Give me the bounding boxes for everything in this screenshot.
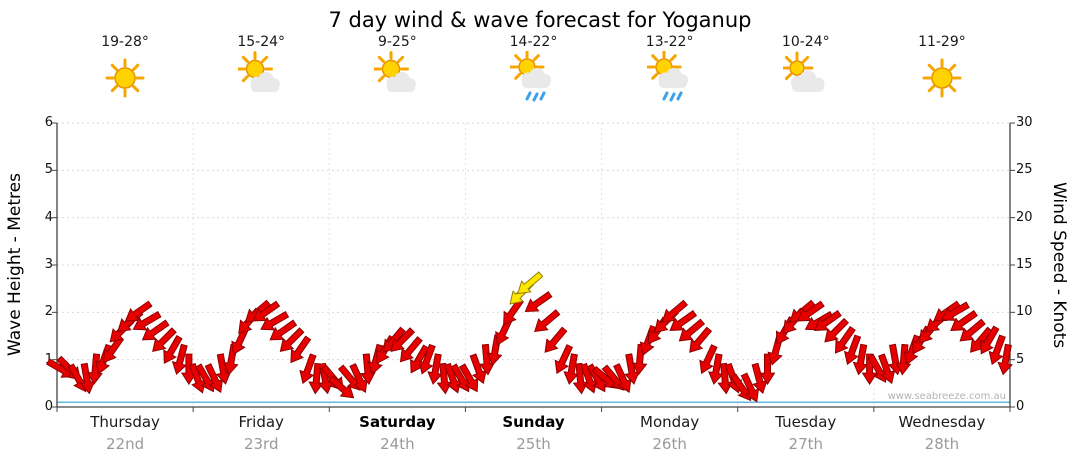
day-label-cell: Wednesday 28th	[874, 413, 1010, 453]
sunny-icon	[922, 58, 962, 98]
wind-arrow	[418, 343, 436, 375]
right-tick-label: 30	[1016, 115, 1033, 130]
day-date: 26th	[652, 435, 687, 453]
wind-arrow	[260, 311, 290, 331]
right-tick-label: 20	[1016, 209, 1033, 225]
wind-arrow	[290, 335, 312, 364]
temperature-range: 14-22°	[509, 34, 558, 50]
day-name: Sunday	[502, 413, 565, 431]
wind-arrow	[959, 318, 986, 342]
day-name: Monday	[640, 413, 700, 431]
left-tick-label: 3	[44, 257, 53, 272]
wind-arrow	[279, 327, 305, 352]
showers-icon	[646, 51, 688, 102]
day-label-cell: Friday 23rd	[193, 413, 329, 453]
day-date: 28th	[924, 435, 960, 453]
wind-arrow	[534, 309, 561, 333]
left-tick-label: 4	[44, 209, 53, 225]
right-tick-label: 15	[1016, 257, 1033, 272]
day-labels-row: Thursday 22nd Friday 23rd Saturday 24th Sunday…	[57, 413, 1010, 453]
forecast-day-header: 14-22°	[465, 34, 601, 122]
left-tick-label: 6	[44, 115, 53, 130]
day-name: Wednesday	[898, 413, 986, 431]
left-tick-label: 2	[44, 304, 53, 320]
day-date: 25th	[516, 435, 551, 453]
partly-cloudy-icon	[238, 51, 281, 92]
forecast-day-header: 11-29°	[874, 34, 1010, 122]
day-name: Saturday	[359, 413, 436, 431]
wind-arrow	[980, 325, 1000, 355]
forecast-day-header: 13-22°	[602, 34, 738, 122]
wind-arrow	[517, 271, 544, 295]
forecast-day-header: 10-24°	[738, 34, 874, 122]
sunny-icon	[105, 58, 145, 98]
day-date: 23rd	[243, 435, 279, 453]
showers-icon	[510, 51, 552, 102]
day-label-cell: Sunday 25th	[465, 413, 601, 453]
temperature-range: 9-25°	[377, 34, 417, 50]
wind-arrow	[554, 344, 574, 375]
partly-cloudy-icon	[374, 51, 417, 92]
day-label-cell: Monday 26th	[602, 413, 738, 453]
temperature-range: 13-22°	[645, 34, 694, 50]
wind-arrow	[843, 334, 862, 366]
left-tick-label: 0	[44, 399, 53, 414]
wind-arrow	[997, 343, 1013, 376]
forecast-header-row: 19-28° 15-24° 9-25° 14-22° 13-22° 10-24° 11-29…	[57, 34, 1010, 122]
temperature-range: 19-28°	[101, 34, 149, 50]
wind-arrow	[861, 353, 878, 386]
wind-arrow	[390, 327, 416, 352]
day-label-cell: Saturday 24th	[329, 413, 465, 453]
day-label-cell: Thursday 22nd	[57, 413, 193, 453]
right-tick-label: 25	[1016, 162, 1033, 178]
watermark: www.seabreeze.com.au	[887, 391, 1006, 402]
temperature-range: 15-24°	[237, 34, 286, 50]
forecast-day-header: 9-25°	[329, 34, 465, 122]
wind-arrow	[824, 317, 850, 343]
mostly-cloudy-icon	[782, 51, 825, 92]
left-tick-label: 1	[44, 351, 53, 367]
day-name: Tuesday	[775, 413, 837, 431]
wind-arrow	[759, 353, 776, 386]
wind-arrow	[152, 327, 177, 352]
day-label-cell: Tuesday 27th	[738, 413, 874, 453]
right-axis-label: Wind Speed - Knots	[1049, 181, 1069, 349]
left-tick-label: 5	[44, 162, 53, 178]
wind-arrow	[163, 335, 183, 364]
wind-arrow	[544, 326, 568, 353]
wind-arrow	[524, 291, 553, 313]
left-axis-label: Wave Height - Metres	[5, 173, 25, 357]
right-tick-label: 5	[1016, 351, 1025, 367]
plot-area	[46, 122, 1015, 412]
temperature-range: 10-24°	[781, 34, 830, 50]
wind-arrow	[699, 344, 718, 375]
wind-arrow	[399, 336, 423, 363]
temperature-range: 11-29°	[918, 34, 966, 50]
wind-arrow	[988, 334, 1006, 366]
day-name: Thursday	[90, 413, 160, 431]
day-name: Friday	[238, 413, 284, 431]
day-date: 22nd	[106, 435, 145, 453]
forecast-day-header: 19-28°	[57, 34, 193, 122]
wind-arrow	[940, 301, 970, 321]
day-date: 24th	[380, 435, 415, 453]
right-tick-label: 0	[1016, 399, 1025, 414]
wind-arrow	[132, 311, 162, 331]
wind-arrow	[689, 326, 713, 353]
wind-arrow	[299, 353, 317, 385]
forecast-day-header: 15-24°	[193, 34, 329, 122]
wind-arrow	[678, 318, 706, 342]
right-tick-label: 10	[1016, 304, 1033, 320]
page-title: 7 day wind & wave forecast for Yoganup	[328, 8, 752, 32]
wind-arrow	[834, 326, 856, 354]
day-date: 27th	[788, 435, 824, 453]
